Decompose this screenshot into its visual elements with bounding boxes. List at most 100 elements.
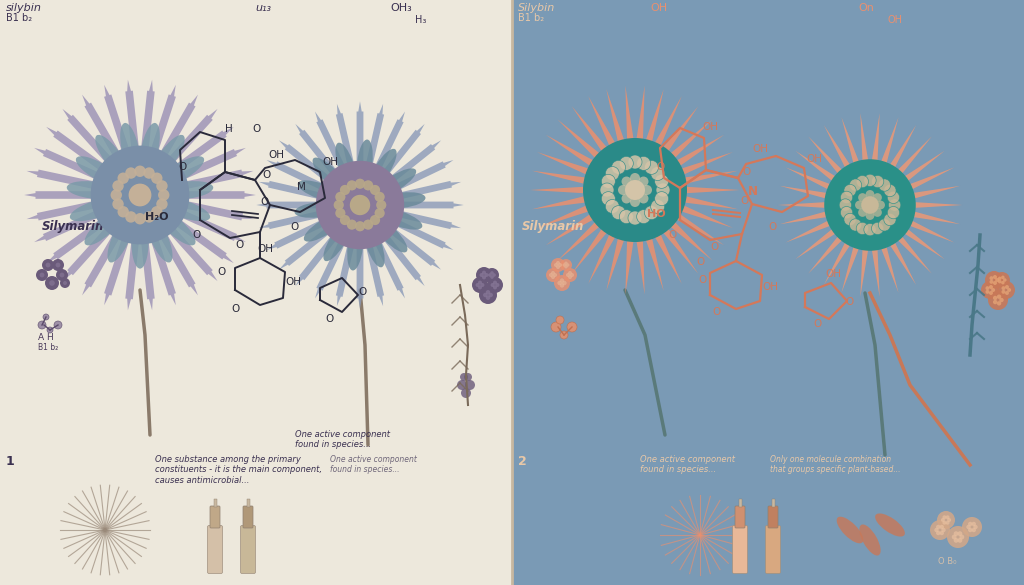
- Text: 2: 2: [518, 455, 526, 468]
- Polygon shape: [588, 96, 618, 152]
- Circle shape: [566, 273, 570, 277]
- Circle shape: [844, 184, 856, 197]
- Circle shape: [143, 211, 155, 223]
- FancyArrow shape: [336, 104, 357, 181]
- FancyArrow shape: [295, 223, 347, 286]
- Polygon shape: [672, 211, 724, 245]
- Circle shape: [637, 156, 650, 170]
- Text: O: O: [231, 304, 240, 314]
- Polygon shape: [626, 235, 635, 295]
- FancyArrow shape: [125, 223, 141, 310]
- Circle shape: [340, 185, 350, 195]
- Circle shape: [865, 211, 874, 220]
- Circle shape: [490, 283, 495, 287]
- Circle shape: [989, 276, 993, 280]
- Polygon shape: [676, 152, 733, 177]
- Ellipse shape: [376, 168, 416, 197]
- FancyArrow shape: [378, 140, 441, 192]
- Circle shape: [605, 167, 620, 181]
- Text: O: O: [325, 314, 333, 324]
- Circle shape: [654, 192, 669, 206]
- Ellipse shape: [155, 208, 196, 245]
- Ellipse shape: [364, 223, 385, 267]
- FancyArrow shape: [157, 109, 217, 176]
- Circle shape: [1004, 278, 1007, 282]
- Text: N: N: [748, 185, 758, 198]
- Polygon shape: [659, 106, 698, 156]
- Circle shape: [656, 183, 670, 197]
- Circle shape: [644, 160, 658, 174]
- FancyArrow shape: [157, 214, 217, 281]
- Circle shape: [968, 528, 973, 532]
- Text: A H: A H: [38, 333, 53, 342]
- Circle shape: [856, 176, 868, 188]
- Text: OH: OH: [257, 244, 273, 254]
- Circle shape: [472, 277, 488, 293]
- Polygon shape: [779, 186, 833, 200]
- Ellipse shape: [84, 208, 125, 245]
- Circle shape: [493, 281, 497, 284]
- Ellipse shape: [70, 198, 120, 221]
- FancyArrow shape: [151, 95, 198, 172]
- Text: O: O: [262, 170, 270, 180]
- Text: O: O: [260, 197, 268, 207]
- Circle shape: [478, 285, 482, 290]
- Ellipse shape: [95, 135, 129, 178]
- Text: B1 b₂: B1 b₂: [518, 13, 544, 23]
- Circle shape: [940, 531, 944, 535]
- Circle shape: [945, 515, 949, 519]
- Circle shape: [625, 180, 645, 200]
- Ellipse shape: [837, 517, 863, 543]
- Circle shape: [858, 193, 867, 202]
- Text: OH: OH: [268, 150, 284, 160]
- Circle shape: [639, 194, 648, 204]
- Circle shape: [1001, 281, 1005, 284]
- Text: On: On: [858, 3, 873, 13]
- Circle shape: [457, 380, 467, 390]
- Circle shape: [483, 292, 487, 297]
- Circle shape: [129, 184, 152, 207]
- Text: 1: 1: [6, 455, 14, 468]
- Circle shape: [988, 290, 1008, 310]
- Circle shape: [485, 295, 490, 300]
- Circle shape: [824, 159, 915, 251]
- Circle shape: [63, 281, 67, 285]
- Circle shape: [350, 195, 371, 215]
- Circle shape: [113, 180, 124, 192]
- Circle shape: [973, 525, 978, 529]
- Circle shape: [551, 322, 561, 332]
- Circle shape: [460, 373, 468, 381]
- FancyArrow shape: [145, 85, 176, 169]
- FancyBboxPatch shape: [241, 525, 256, 573]
- Circle shape: [995, 278, 999, 282]
- Circle shape: [364, 219, 373, 230]
- FancyArrow shape: [27, 170, 113, 193]
- Text: O: O: [813, 319, 821, 329]
- Circle shape: [650, 199, 665, 214]
- Polygon shape: [894, 136, 932, 178]
- Circle shape: [558, 263, 562, 267]
- Circle shape: [841, 191, 853, 204]
- Text: O: O: [740, 196, 749, 206]
- Ellipse shape: [152, 135, 184, 178]
- Ellipse shape: [369, 149, 396, 189]
- Polygon shape: [880, 242, 898, 293]
- Text: O: O: [696, 257, 705, 267]
- Text: O B₀: O B₀: [938, 557, 956, 566]
- Circle shape: [999, 298, 1004, 302]
- Text: O: O: [768, 222, 776, 232]
- Circle shape: [962, 517, 982, 537]
- Ellipse shape: [859, 524, 881, 556]
- Polygon shape: [887, 125, 916, 173]
- Circle shape: [989, 285, 993, 289]
- Ellipse shape: [379, 192, 426, 208]
- Text: O: O: [742, 167, 751, 177]
- Circle shape: [985, 290, 989, 294]
- FancyBboxPatch shape: [0, 0, 512, 585]
- Circle shape: [134, 213, 145, 225]
- Circle shape: [849, 179, 861, 191]
- FancyArrow shape: [382, 213, 454, 250]
- Circle shape: [953, 538, 958, 543]
- FancyArrow shape: [378, 218, 441, 270]
- Circle shape: [620, 209, 634, 223]
